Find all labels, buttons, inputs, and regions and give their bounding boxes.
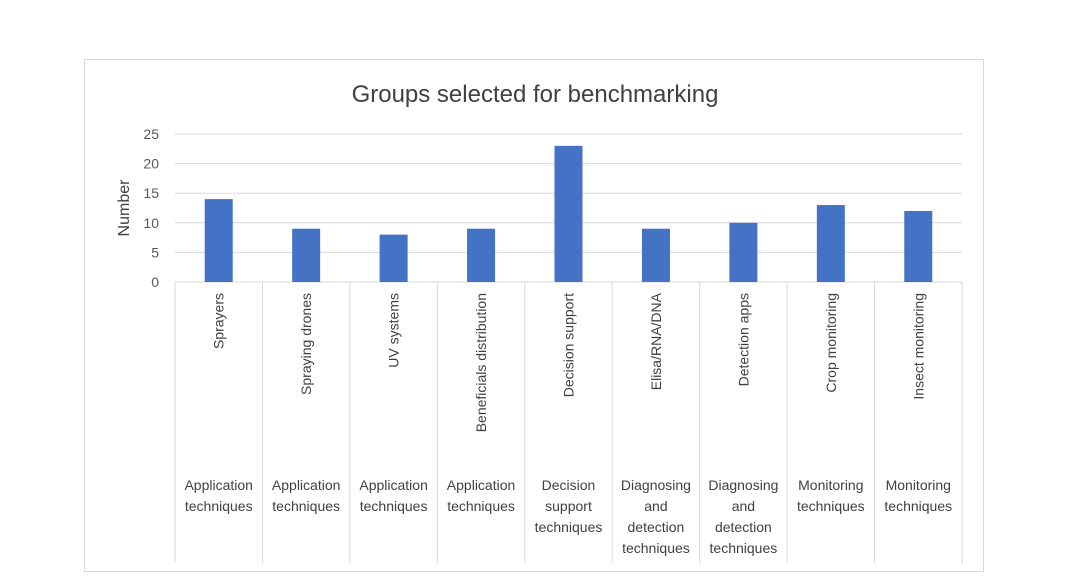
group-label: Monitoring	[886, 477, 951, 493]
y-tick-label: 15	[143, 185, 159, 201]
bar	[904, 210, 933, 282]
y-tick-label: 0	[151, 274, 159, 290]
group-label: support	[545, 498, 592, 514]
category-label: Detection apps	[735, 293, 751, 386]
bar	[816, 205, 845, 282]
bar	[292, 228, 321, 282]
group-labels: Application techniques Application techniqu…	[184, 477, 952, 556]
group-label: techniques	[622, 540, 690, 556]
category-labels: Sprayers Spraying drones UV systems Benefic…	[211, 292, 927, 432]
category-label: Elisa/RNA/DNA	[648, 292, 664, 390]
group-label: techniques	[535, 519, 603, 535]
group-label: techniques	[884, 498, 952, 514]
group-label: Application	[272, 477, 341, 493]
y-tick-label: 10	[143, 215, 159, 231]
group-label: techniques	[447, 498, 515, 514]
group-label: and	[644, 498, 667, 514]
category-separators	[174, 282, 963, 563]
category-label: UV systems	[386, 293, 402, 368]
group-label: techniques	[710, 540, 778, 556]
group-label: Application	[447, 477, 516, 493]
group-label: Diagnosing	[621, 477, 691, 493]
category-label: Spraying drones	[298, 293, 314, 395]
category-label: Sprayers	[211, 293, 227, 349]
group-label: Monitoring	[798, 477, 863, 493]
group-label: techniques	[797, 498, 865, 514]
group-label: Decision	[542, 477, 596, 493]
bars	[204, 145, 933, 282]
bar	[641, 228, 670, 282]
group-label: Application	[359, 477, 428, 493]
chart-frame: Groups selected for benchmarking Number …	[84, 59, 984, 572]
group-label: techniques	[360, 498, 428, 514]
y-tick-label: 5	[151, 244, 159, 260]
bar	[554, 145, 583, 282]
category-label: Insect monitoring	[910, 293, 926, 400]
y-tick-label: 20	[143, 156, 159, 172]
group-label: techniques	[185, 498, 253, 514]
group-label: detection	[715, 519, 772, 535]
group-label: Application	[184, 477, 253, 493]
category-label: Crop monitoring	[823, 293, 839, 393]
y-axis-ticks: 0 5 10 15 20 25	[143, 126, 159, 290]
y-axis-title: Number	[116, 179, 133, 237]
group-label: Diagnosing	[708, 477, 778, 493]
bar	[204, 199, 233, 282]
group-label: detection	[628, 519, 685, 535]
bar-chart: Groups selected for benchmarking Number …	[116, 81, 963, 563]
group-label: techniques	[272, 498, 340, 514]
category-label: Beneficials distribution	[473, 293, 489, 432]
y-tick-label: 25	[143, 126, 159, 142]
bar	[467, 228, 496, 282]
category-label: Decision support	[561, 293, 577, 397]
group-label: and	[732, 498, 755, 514]
chart-title: Groups selected for benchmarking	[352, 81, 719, 108]
bar	[379, 234, 408, 282]
bar	[729, 222, 758, 282]
